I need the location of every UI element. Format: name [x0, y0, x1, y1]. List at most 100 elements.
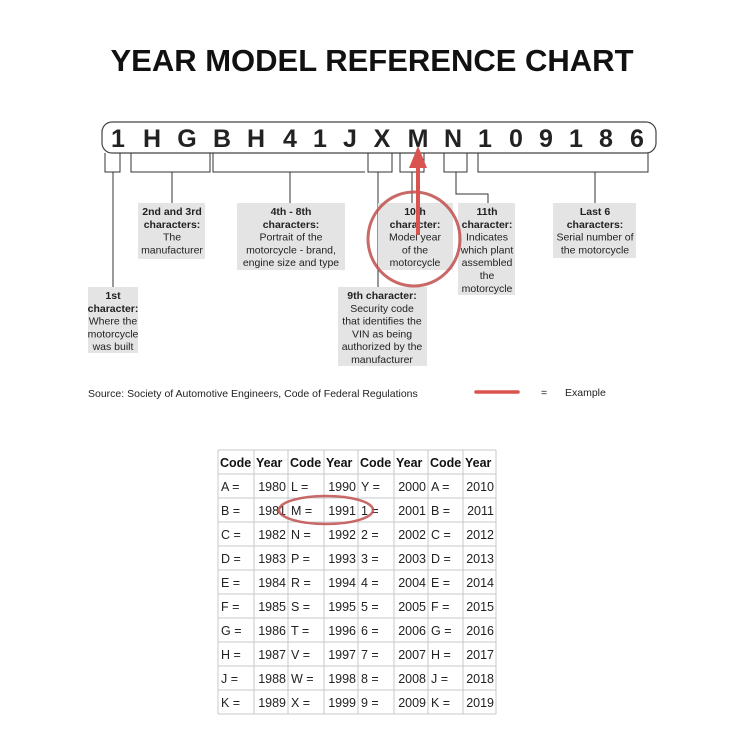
table-header: Year: [326, 456, 353, 470]
table-cell-code: 1 =: [361, 504, 379, 518]
label-line: characters:: [144, 219, 201, 231]
table-cell-code: A =: [431, 480, 449, 494]
table-cell-year: 1988: [258, 672, 286, 686]
vin-character: 4: [283, 125, 297, 153]
vin-box: [101, 121, 657, 154]
highlight-circle-1991: [277, 494, 375, 526]
table-cell-year: 2017: [466, 648, 494, 662]
legend-example-text: Example: [565, 387, 606, 399]
label-line: 4th - 8th: [271, 206, 312, 218]
vin-character: 1: [313, 125, 327, 153]
label-line: Serial number of: [556, 232, 633, 244]
table-cell-year: 1983: [258, 552, 286, 566]
table-header: Code: [220, 456, 251, 470]
label-line: character:: [390, 219, 441, 231]
label-line: Last 6: [580, 206, 611, 218]
label-line: Portrait of the: [259, 232, 322, 244]
table-cell-year: 2018: [466, 672, 494, 686]
vin-character: 1: [569, 125, 583, 153]
label-line: the motorcycle: [561, 244, 629, 256]
table-header: Year: [256, 456, 283, 470]
table-cell-code: E =: [221, 576, 240, 590]
table-cell-code: 2 =: [361, 528, 379, 542]
table-cell-year: 1995: [328, 600, 356, 614]
table-header: Year: [396, 456, 423, 470]
label-line: 2nd and 3rd: [142, 206, 202, 218]
table-cell-year: 1992: [328, 528, 356, 542]
table-cell-year: 2001: [398, 504, 426, 518]
table-cell-code: A =: [221, 480, 239, 494]
table-cell-year: 2019: [466, 696, 494, 710]
table-cell-year: 2008: [398, 672, 426, 686]
label-line: 1st: [105, 290, 121, 302]
table-cell-year: 1993: [328, 552, 356, 566]
label-line: Security code: [350, 303, 414, 315]
table-cell-code: L =: [291, 480, 308, 494]
table-cell-year: 2011: [467, 504, 494, 518]
label-line: character:: [462, 219, 513, 231]
label-line: VIN as being: [352, 328, 412, 340]
label-line: motorcycle - brand,: [246, 244, 336, 256]
table-cell-code: C =: [431, 528, 451, 542]
table-cell-year: 2007: [398, 648, 426, 662]
table-cell-year: 2010: [466, 480, 494, 494]
table-cell-year: 1998: [328, 672, 356, 686]
vin-character: 1: [111, 125, 125, 153]
label-line: motorcycle: [88, 328, 139, 340]
table-cell-code: D =: [431, 552, 451, 566]
table-cell-code: B =: [221, 504, 240, 518]
label-line: characters:: [263, 219, 320, 231]
label-line: motorcycle: [390, 257, 441, 269]
table-cell-year: 1999: [328, 696, 356, 710]
table-cell-year: 2015: [466, 600, 494, 614]
table-cell-year: 1990: [328, 480, 356, 494]
label-line: motorcycle: [462, 283, 513, 295]
page-title: YEAR MODEL REFERENCE CHART: [110, 43, 633, 78]
table-cell-code: 7 =: [361, 648, 379, 662]
table-cell-code: H =: [221, 648, 241, 662]
table-cell-code: 6 =: [361, 624, 379, 638]
label-line: engine size and type: [243, 257, 339, 269]
table-cell-code: H =: [431, 648, 451, 662]
label-line: Model year: [389, 232, 441, 244]
vin-character: 8: [599, 125, 613, 153]
label-line: authorized by the: [342, 341, 423, 353]
label-line: was built: [92, 341, 134, 353]
vin-character: 6: [630, 125, 644, 153]
table-header: Code: [430, 456, 461, 470]
table-cell-code: N =: [291, 528, 311, 542]
vin-character: 9: [539, 125, 553, 153]
table-cell-year: 1984: [258, 576, 286, 590]
table-cell-code: F =: [221, 600, 239, 614]
table-cell-code: C =: [221, 528, 241, 542]
label-line: which plant: [460, 244, 514, 256]
table-header: Code: [290, 456, 321, 470]
vin-character: M: [408, 125, 429, 153]
table-cell-year: 2004: [398, 576, 426, 590]
table-cell-year: 1982: [258, 528, 286, 542]
table-cell-code: M =: [291, 504, 312, 518]
vin-character: N: [444, 125, 462, 153]
table-cell-code: W =: [291, 672, 314, 686]
table-cell-code: E =: [431, 576, 450, 590]
table-cell-code: 4 =: [361, 576, 379, 590]
table-cell-year: 2012: [466, 528, 494, 542]
table-cell-year: 2002: [398, 528, 426, 542]
table-cell-year: 2014: [466, 576, 494, 590]
label-line: 11th: [476, 206, 497, 218]
table-cell-code: F =: [431, 600, 449, 614]
table-cell-year: 1980: [258, 480, 286, 494]
highlight-circle-tenth: [366, 190, 462, 288]
label-line: manufacturer: [351, 354, 413, 366]
table-cell-code: B =: [431, 504, 450, 518]
vin-character: 1: [478, 125, 492, 153]
label-line: 10th: [404, 206, 426, 218]
vin-character: J: [343, 125, 357, 153]
label-line: Where the: [89, 316, 138, 328]
table-cell-year: 1985: [258, 600, 286, 614]
vin-character: H: [247, 125, 265, 153]
